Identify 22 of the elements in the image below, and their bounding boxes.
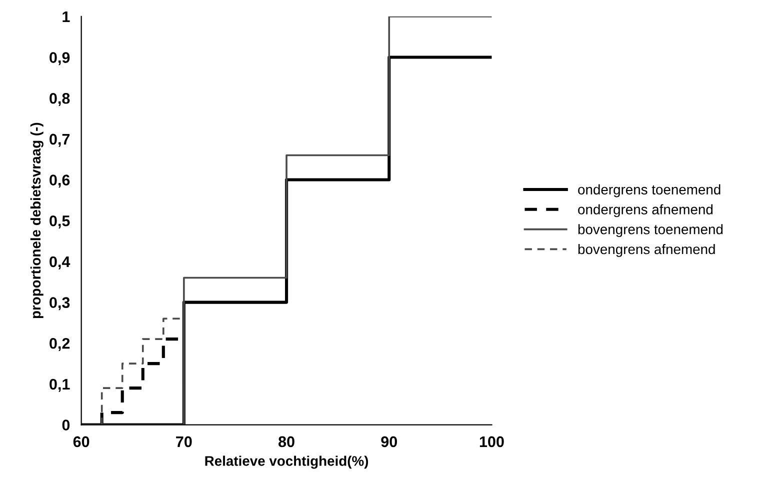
- y-tick-label: 0,9: [50, 52, 70, 66]
- y-tick-label: 0,7: [50, 134, 70, 147]
- x-axis-title: Relatieve vochtigheid(%): [205, 456, 368, 469]
- legend-label: bovengrens toenemend: [578, 224, 723, 238]
- y-tick-label: 0,6: [50, 174, 70, 188]
- y-axis-title: proportionele debietsvraag (-): [30, 122, 44, 318]
- y-tick-label: 0,3: [50, 297, 70, 310]
- legend-label: ondergrens afnemend: [578, 204, 713, 218]
- y-tick-label: 0,2: [50, 338, 70, 352]
- y-tick-label: 1: [62, 11, 70, 22]
- x-tick-label: 70: [176, 436, 192, 448]
- y-tick-label: 0: [62, 420, 70, 430]
- x-tick-label: 80: [278, 436, 294, 448]
- x-tick-label: 100: [480, 436, 504, 448]
- y-tick-label: 0,8: [50, 92, 70, 106]
- x-tick-label: 90: [381, 436, 397, 448]
- y-tick-label: 0,1: [50, 378, 70, 392]
- y-tick-label: 0,4: [50, 256, 70, 270]
- legend-label: ondergrens toenemend: [578, 184, 720, 198]
- y-tick-label: 0,5: [50, 215, 70, 229]
- x-tick-label: 60: [73, 436, 90, 448]
- legend-label: bovengrens afnemend: [578, 244, 715, 257]
